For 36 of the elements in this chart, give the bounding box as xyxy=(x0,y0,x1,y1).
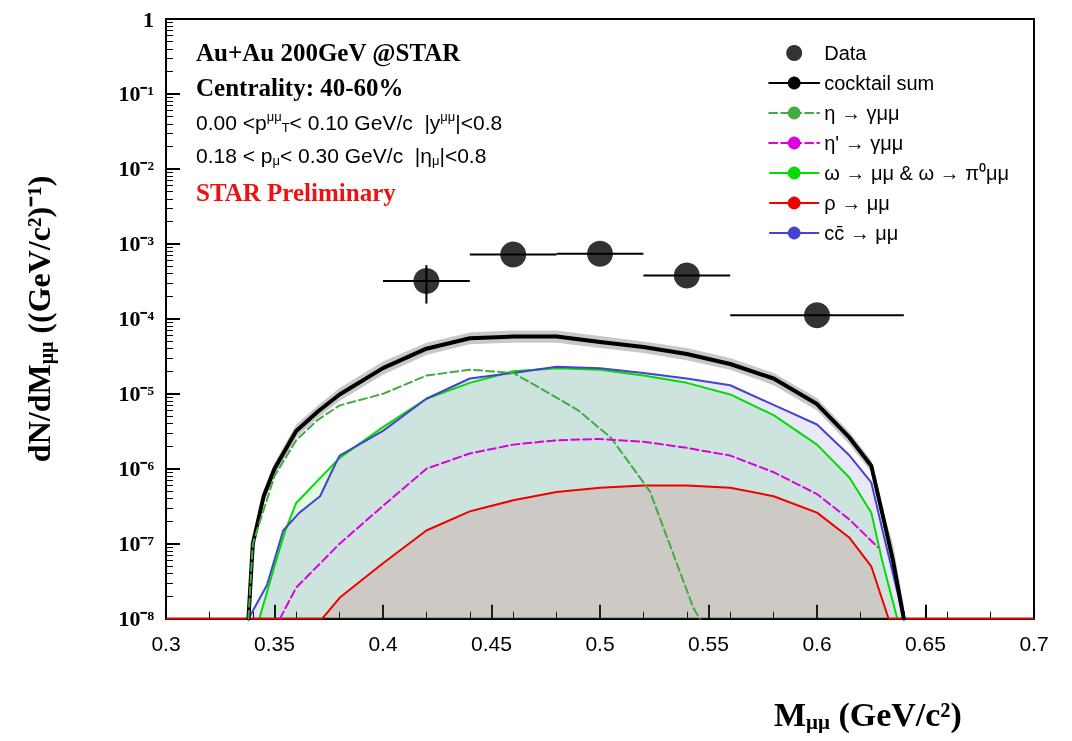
point xyxy=(673,262,700,289)
line-series xyxy=(247,368,701,620)
legend-label: ω → μμ & ω → π⁰μμ xyxy=(824,162,1010,184)
point xyxy=(413,267,440,294)
x-tick-label: 0.45 xyxy=(471,631,512,655)
legend-label: cc̄ → μμ xyxy=(824,222,899,244)
x-tick-label: 0.5 xyxy=(585,631,615,655)
y-tick-label: 1 xyxy=(143,6,154,32)
y-tick-label: 10⁻⁴ xyxy=(118,306,155,332)
x-tick-label: 0.65 xyxy=(905,631,946,655)
x-tick-label: 0.6 xyxy=(802,631,832,655)
point xyxy=(804,302,830,329)
x-tick-label: 0.7 xyxy=(1019,631,1049,655)
legend-label: η' → γμμ xyxy=(824,132,904,154)
point xyxy=(587,240,613,267)
y-tick-label: 10⁻³ xyxy=(118,231,155,257)
legend-label: η → γμμ xyxy=(824,102,900,124)
x-tick-label: 0.35 xyxy=(254,631,295,655)
y-tick-label: 10⁻⁸ xyxy=(118,606,155,632)
x-tick-label: 0.4 xyxy=(368,631,398,655)
y-tick-label: 10⁻¹ xyxy=(118,81,154,107)
x-tick-label: 0.55 xyxy=(688,631,729,655)
y-tick-label: 10⁻⁵ xyxy=(118,381,155,407)
y-tick-label: 10⁻⁶ xyxy=(118,456,155,482)
point xyxy=(500,241,527,268)
legend-label: cocktail sum xyxy=(824,72,935,94)
x-tick-label: 0.3 xyxy=(151,631,181,655)
line-series xyxy=(278,437,879,620)
annotation: Au+Au 200GeV @STAR xyxy=(196,39,462,67)
y-axis-title: dN/dMμμ ((GeV/c²)⁻¹) xyxy=(20,175,58,463)
annotation: Centrality: 40-60% xyxy=(196,74,404,101)
annotation: STAR Preliminary xyxy=(196,179,397,206)
legend-label: Data xyxy=(824,42,868,64)
legend-label: ρ → μμ xyxy=(824,192,890,214)
y-tick-label: 10⁻⁷ xyxy=(118,531,155,557)
y-tick-label: 10⁻² xyxy=(118,156,155,182)
